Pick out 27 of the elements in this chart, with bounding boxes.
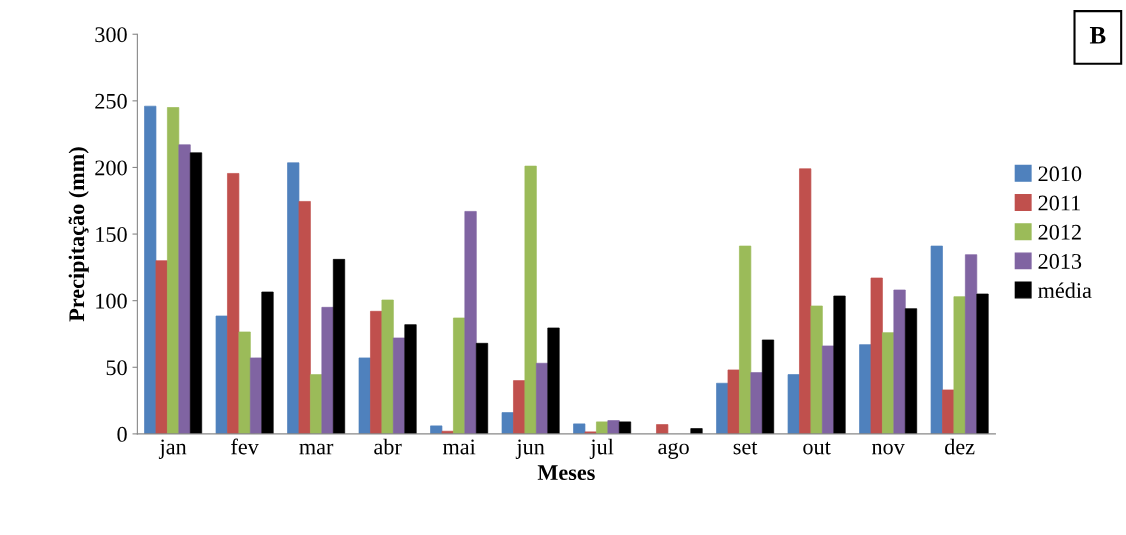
x-tick-label: out [803, 441, 831, 455]
x-tick-label: jun [515, 439, 545, 459]
x-axis-title: Meses [537, 465, 595, 481]
x-tick-label: dez [945, 438, 975, 455]
text: B [1089, 27, 1106, 44]
x-tick-label: fev [231, 438, 259, 455]
x-tick-label: jul [589, 438, 614, 459]
y-tick-label: 0 [117, 426, 127, 442]
legend-label: 2012 [1038, 224, 1081, 240]
x-tick-label: nov [871, 443, 905, 455]
x-tick-label: ago [658, 442, 689, 459]
legend-label: 2011 [1038, 195, 1080, 211]
x-tick-label: jan [158, 439, 187, 459]
y-axis-title: Precipitação (mm) [68, 147, 89, 322]
legend-label: 2010 [1038, 166, 1082, 182]
y-tick-label: 250 [95, 93, 127, 109]
x-tick-label: abr [374, 438, 402, 455]
y-tick-label: 150 [96, 226, 127, 242]
legend-label: 2013 [1038, 253, 1082, 269]
legend-label: média [1038, 282, 1092, 299]
y-tick-label: 300 [95, 27, 127, 43]
y-tick-label: 200 [95, 160, 127, 176]
y-tick-label: 50 [106, 360, 127, 376]
x-tick-label: mai [442, 439, 476, 455]
y-tick-label: 100 [96, 293, 127, 309]
x-tick-label: mar [299, 443, 334, 455]
x-tick-label: set [733, 441, 758, 455]
